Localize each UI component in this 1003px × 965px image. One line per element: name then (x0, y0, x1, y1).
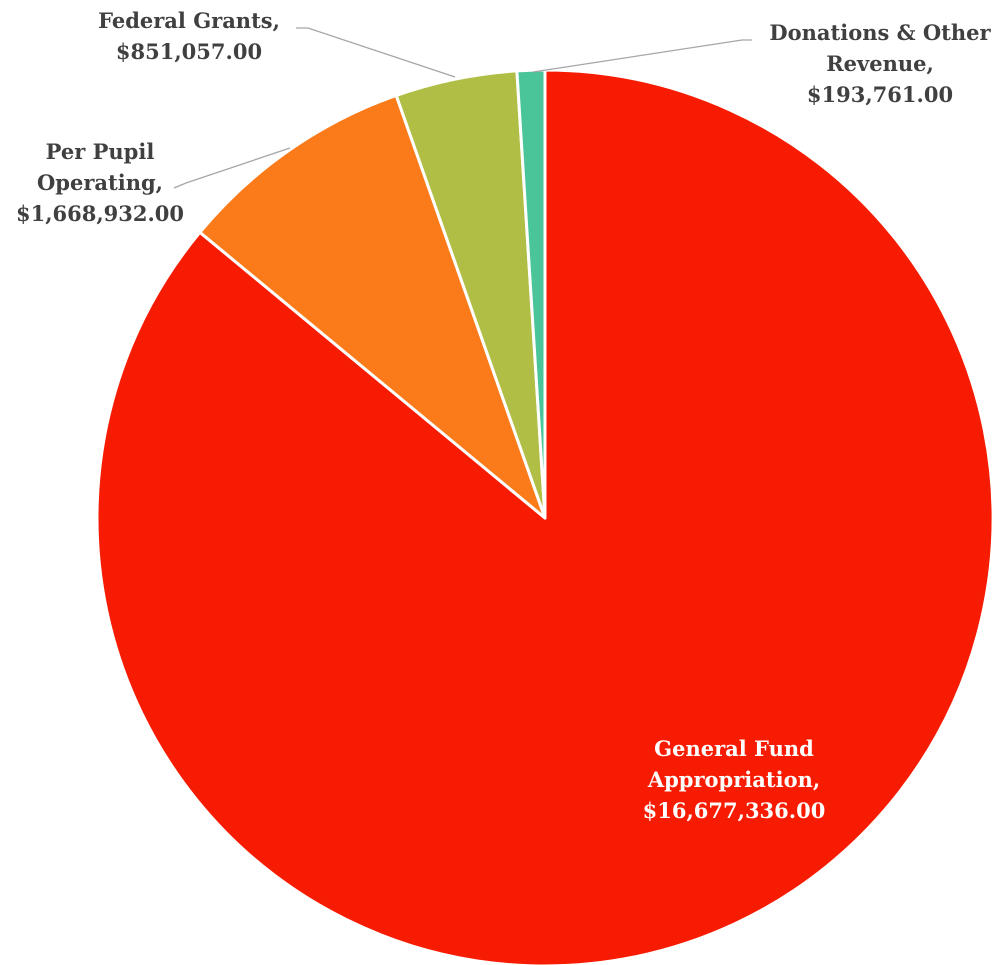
data-label-line: $851,057.00 (116, 39, 262, 64)
data-labels: General Fund Appropriation, $16,677,336.00… (16, 8, 992, 823)
data-label-general-fund-appropriation: General Fund Appropriation, $16,677,336.00 (643, 736, 826, 823)
data-label-line: Donations & Other (769, 20, 991, 45)
data-label-line: $16,677,336.00 (643, 798, 826, 823)
leader-line-donations-and-other-revenue (532, 39, 752, 73)
data-label-line: $193,761.00 (807, 82, 953, 107)
data-label-per-pupil-operating: Per Pupil Operating, $1,668,932.00 (16, 139, 184, 226)
data-label-line: Operating, (37, 170, 163, 195)
data-label-federal-grants: Federal Grants, $851,057.00 (98, 8, 280, 64)
data-label-donations-and-other-revenue: Donations & Other Revenue, $193,761.00 (769, 20, 991, 107)
pie-slice-per-pupil-operating (198, 93, 547, 520)
data-label-line: Federal Grants, (98, 8, 280, 33)
leader-line-federal-grants (296, 27, 456, 78)
data-label-line: Per Pupil (46, 139, 155, 164)
data-label-line: $1,668,932.00 (16, 201, 184, 226)
data-label-line: Revenue, (826, 51, 934, 76)
pie-slices (95, 68, 995, 965)
data-label-line: Appropriation, (647, 767, 820, 792)
data-label-line: General Fund (654, 736, 814, 761)
leader-line-per-pupil-operating (173, 147, 291, 189)
leader-lines (173, 27, 752, 189)
